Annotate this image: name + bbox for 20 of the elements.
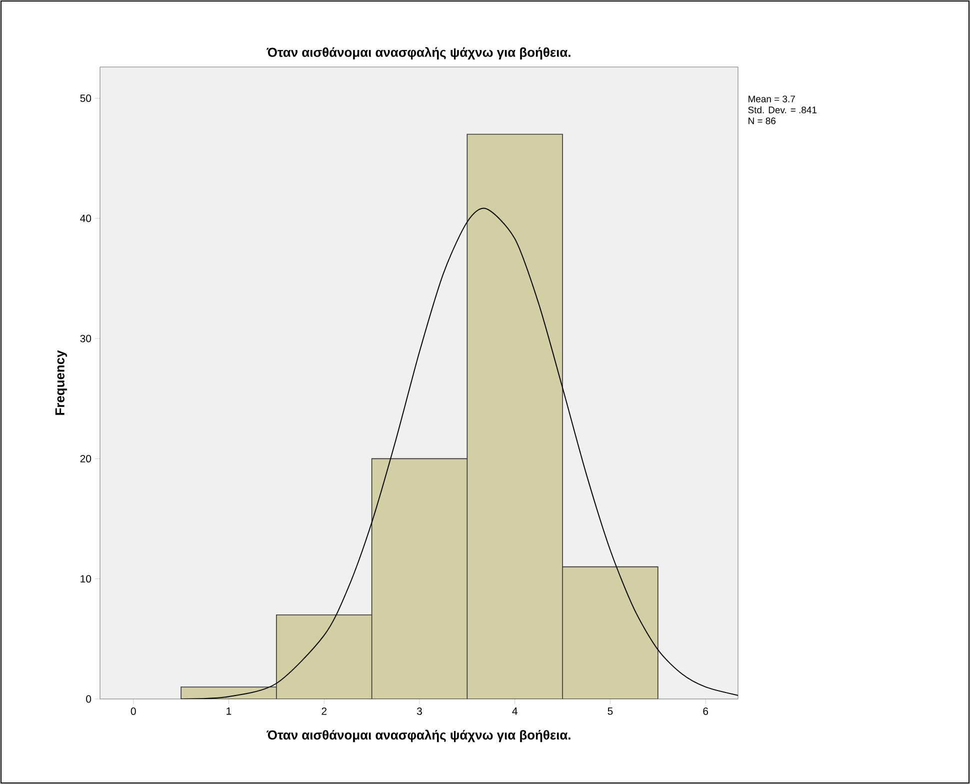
x-tick-label: 0	[130, 708, 136, 715]
line-series	[180, 208, 738, 699]
y-tick-label: 50	[80, 94, 92, 102]
x-axis-title: Όταν αισθάνομαι ανασφαλής ψάχνω για βοήθεια.	[266, 730, 570, 742]
text: Std. Dev. = .841	[748, 106, 816, 114]
y-axis-title: Frequency	[55, 350, 68, 415]
x-tick-label: 6	[703, 708, 708, 715]
y-tick-label: 40	[80, 214, 92, 222]
y-tick-label: 30	[80, 334, 92, 342]
y-tick-label: 10	[80, 575, 92, 583]
x-tick-label: 1	[226, 708, 232, 715]
y-tick-label: 0	[86, 695, 92, 703]
chart-title: Όταν αισθάνομαι ανασφαλής ψάχνω για βοήθεια.	[266, 47, 570, 60]
y-tick-label: 20	[80, 454, 92, 462]
text: N = 86	[748, 118, 776, 124]
text: Mean = 3.7	[748, 96, 795, 102]
x-tick-label: 4	[512, 708, 518, 715]
x-tick-label: 3	[416, 708, 422, 715]
x-tick-label: 2	[322, 708, 326, 715]
x-tick-label: 5	[608, 708, 613, 715]
